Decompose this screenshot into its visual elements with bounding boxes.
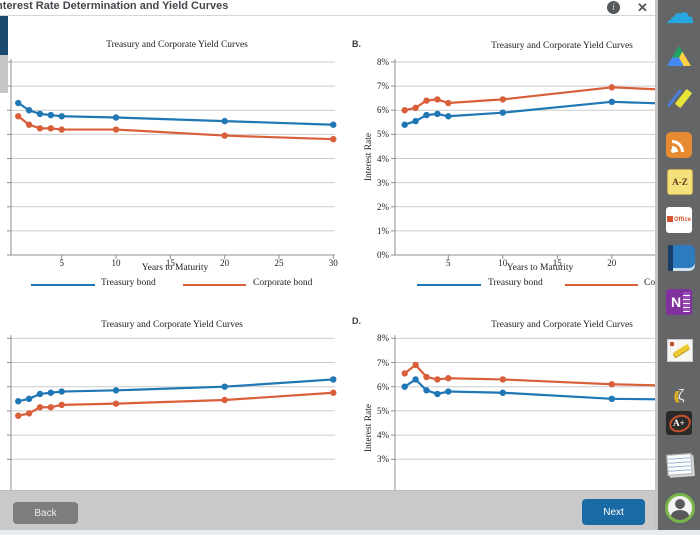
data-point (499, 376, 506, 383)
data-point (445, 113, 452, 120)
info-icon[interactable]: i (607, 1, 620, 14)
data-point (25, 121, 33, 128)
data-point (47, 125, 55, 132)
data-point (221, 117, 228, 125)
data-point (445, 99, 452, 107)
notepad-icon[interactable] (665, 450, 693, 478)
data-point (36, 110, 44, 118)
data-point (47, 404, 55, 411)
data-point (330, 389, 337, 396)
data-point (15, 113, 22, 120)
data-point (401, 121, 408, 128)
data-point (401, 107, 408, 114)
data-point (423, 111, 430, 119)
data-point (412, 117, 419, 125)
data-point (412, 376, 419, 383)
treasury-bond-line-C (18, 378, 334, 403)
data-point (423, 97, 430, 104)
rss-feed-icon[interactable] (665, 131, 693, 159)
data-point (608, 98, 615, 106)
grades-a-plus-icon[interactable]: A+ (665, 409, 693, 437)
data-point (412, 361, 419, 369)
data-point (330, 121, 337, 128)
data-point (58, 401, 65, 409)
back-button[interactable]: Back (13, 502, 78, 524)
data-point (423, 387, 430, 394)
data-point (412, 104, 419, 112)
data-point (434, 110, 441, 118)
close-icon[interactable]: ✕ (637, 0, 648, 15)
data-point (221, 383, 228, 390)
data-point (112, 126, 120, 133)
book-icon[interactable] (665, 244, 695, 272)
data-point (25, 107, 33, 114)
data-point (401, 370, 408, 377)
data-point (221, 132, 228, 139)
background-scrollbar-strip (0, 55, 8, 93)
data-point (36, 125, 44, 132)
data-point (330, 136, 337, 143)
data-point (608, 84, 615, 91)
account-avatar-icon[interactable] (665, 493, 695, 523)
data-point (330, 376, 337, 383)
page-title: Interest Rate Determination and Yield Cu… (0, 0, 229, 12)
data-point (221, 396, 228, 404)
data-point (15, 412, 22, 419)
data-point (58, 126, 65, 133)
data-point (608, 395, 615, 402)
data-point (434, 390, 441, 398)
background-page-strip (0, 16, 8, 55)
treasury-bond-line-A (17, 102, 334, 126)
data-point (112, 400, 120, 407)
data-point (112, 387, 120, 394)
data-point (15, 398, 22, 405)
sticky-note-icon[interactable] (665, 336, 693, 364)
next-button[interactable]: Next (582, 499, 645, 525)
data-point (15, 99, 22, 107)
pens-icon[interactable] (665, 85, 693, 113)
office-icon[interactable]: Office (665, 206, 693, 234)
data-point (608, 381, 615, 388)
data-point (499, 389, 506, 396)
sidebar-divider (655, 0, 658, 530)
onedrive-icon[interactable]: ☁ (665, 0, 695, 30)
data-point (36, 390, 44, 398)
data-point (25, 410, 33, 417)
data-point (401, 383, 408, 390)
corporate-bond-line-C (18, 391, 334, 417)
data-point (445, 375, 452, 382)
app-sidebar: ☁ A-Z Office N ((ζ A+ (658, 0, 700, 530)
onenote-icon[interactable]: N (665, 288, 693, 316)
data-point (47, 389, 55, 396)
text-to-speech-icon[interactable]: ((ζ (673, 387, 685, 404)
data-point (47, 111, 55, 119)
bottom-edge-strip (0, 530, 700, 535)
google-drive-icon[interactable] (665, 42, 693, 70)
data-point (499, 96, 506, 103)
data-point (112, 114, 120, 121)
data-point (58, 113, 65, 120)
data-point (423, 373, 430, 381)
data-point (58, 388, 65, 395)
data-point (36, 404, 44, 411)
dictionary-az-icon[interactable]: A-Z (665, 168, 693, 196)
data-point (434, 376, 441, 383)
data-point (434, 96, 441, 103)
data-point (25, 395, 33, 402)
modal-title-bar: Interest Rate Determination and Yield Cu… (0, 0, 655, 16)
modal-footer: Back Next (0, 490, 655, 531)
data-point (499, 109, 506, 116)
data-point (445, 388, 452, 395)
